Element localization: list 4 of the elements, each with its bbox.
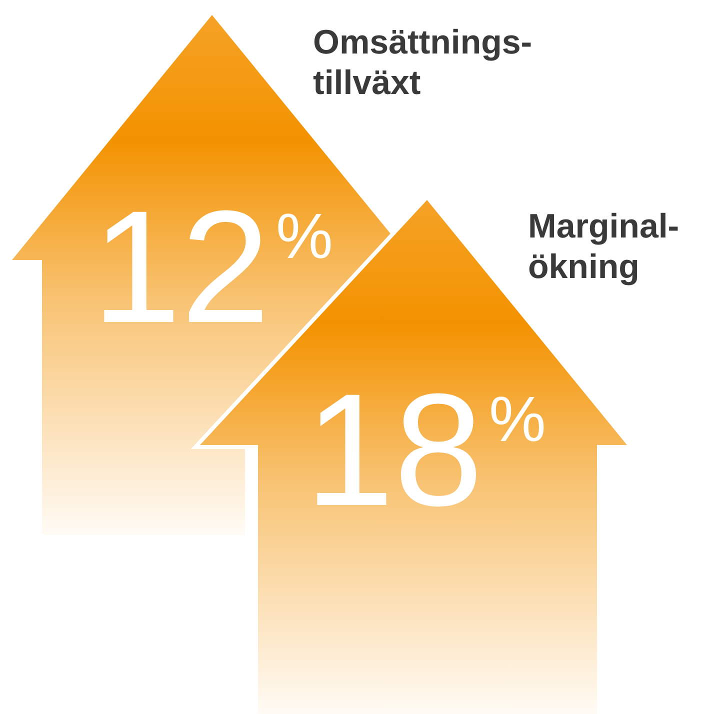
category-label: Marginal- ökning — [528, 207, 680, 286]
category-label: Omsättnings- tillväxt — [313, 23, 532, 102]
data-label: 12% — [92, 177, 333, 356]
data-label: 18% — [305, 360, 546, 539]
